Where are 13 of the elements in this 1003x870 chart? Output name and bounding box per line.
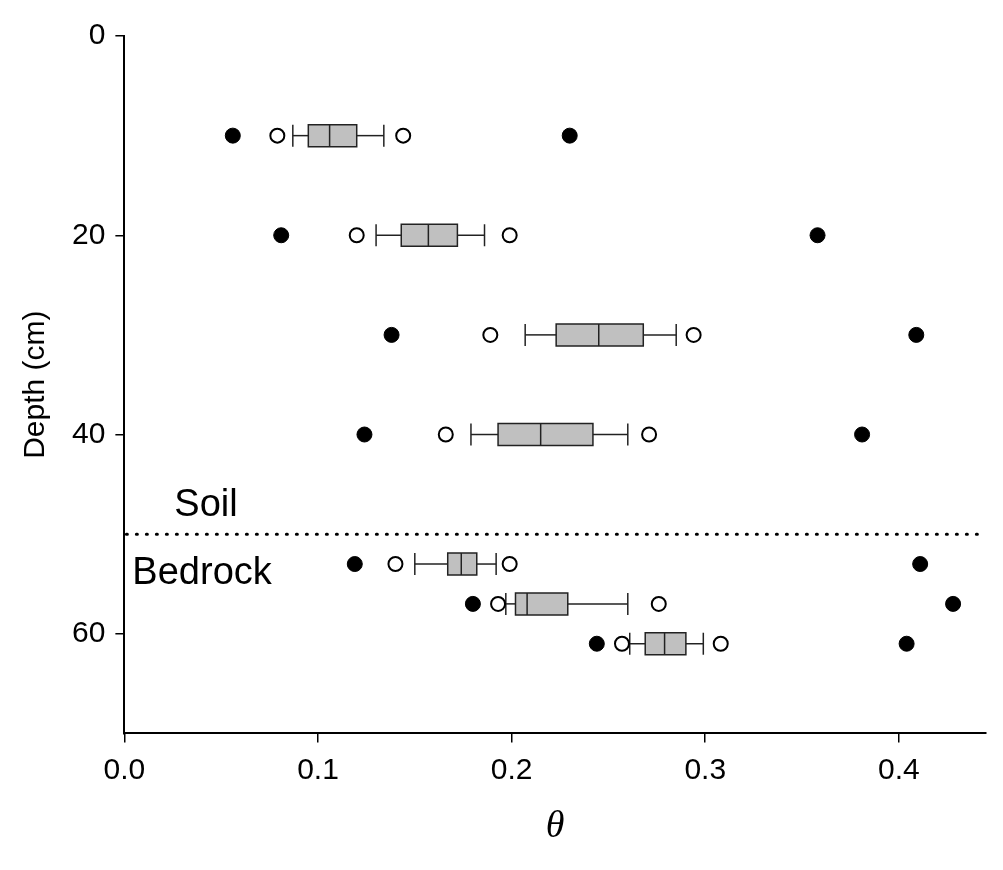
y-axis-title: Depth (cm): [17, 310, 51, 459]
annotation: Soil: [174, 481, 238, 524]
x-tick-label: 0.0: [103, 751, 146, 785]
x-tick-label: 0.4: [878, 751, 920, 785]
x-axis-title: θ: [545, 803, 565, 846]
x-tick-label: 0.3: [684, 751, 727, 785]
y-tick-label: 0: [88, 17, 106, 51]
annotation: Bedrock: [132, 549, 273, 592]
y-tick-label: 60: [71, 615, 106, 649]
x-tick-label: 0.2: [490, 751, 533, 785]
y-tick-label: 40: [71, 415, 106, 449]
y-tick-label: 20: [71, 216, 106, 250]
x-tick-label: 0.1: [297, 751, 339, 785]
